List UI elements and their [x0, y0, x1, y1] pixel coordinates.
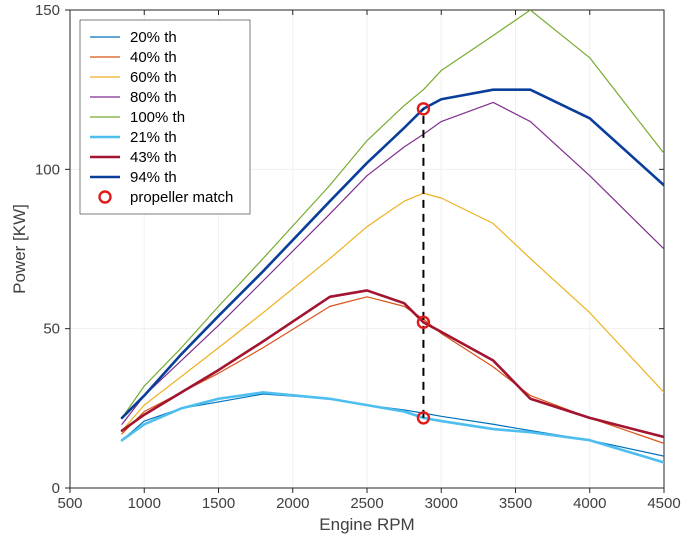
x-tick-label: 1500	[202, 495, 235, 512]
legend-label: 43% th	[130, 149, 177, 166]
y-tick-label: 0	[52, 480, 60, 497]
y-tick-label: 150	[35, 2, 60, 19]
x-axis-label: Engine RPM	[319, 515, 414, 534]
legend-label: 21% th	[130, 129, 177, 146]
legend-label: 80% th	[130, 89, 177, 106]
x-tick-label: 500	[57, 495, 82, 512]
x-tick-label: 3500	[499, 495, 532, 512]
legend-label: 40% th	[130, 49, 177, 66]
y-tick-label: 100	[35, 161, 60, 178]
legend-label: 94% th	[130, 169, 177, 186]
x-tick-label: 2500	[350, 495, 383, 512]
legend-label: 100% th	[130, 109, 185, 126]
legend-label: 20% th	[130, 29, 177, 46]
x-tick-label: 2000	[276, 495, 309, 512]
x-tick-label: 1000	[128, 495, 161, 512]
x-tick-label: 4500	[647, 495, 680, 512]
legend: 20% th 40% th 60% th 80% th 100% th 21% th 43%…	[80, 20, 250, 214]
x-tick-label: 4000	[573, 495, 606, 512]
y-tick-label: 50	[43, 321, 60, 338]
x-tick-label: 3000	[425, 495, 458, 512]
y-axis-label: Power [KW]	[10, 204, 29, 294]
power-vs-rpm-chart: 500 1000 1500 2000 2500 3000 3500 4000 4500 0 50 10…	[0, 0, 685, 538]
legend-label: propeller match	[130, 189, 233, 206]
legend-label: 60% th	[130, 69, 177, 86]
